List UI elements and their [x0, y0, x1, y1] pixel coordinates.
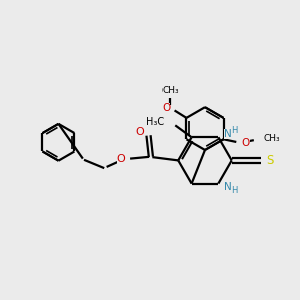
- Text: H: H: [231, 126, 237, 135]
- Text: N: N: [224, 182, 232, 192]
- Text: O₃C: O₃C: [161, 86, 180, 96]
- Text: N: N: [224, 129, 232, 139]
- Text: O: O: [162, 103, 170, 113]
- Text: O: O: [135, 128, 144, 137]
- Text: CH₃: CH₃: [163, 86, 179, 95]
- Text: S: S: [266, 154, 274, 167]
- Text: O: O: [117, 154, 125, 164]
- Text: H: H: [231, 186, 237, 195]
- Text: O: O: [242, 138, 250, 148]
- Text: CH₃: CH₃: [264, 134, 280, 143]
- Text: H₃C: H₃C: [146, 117, 164, 127]
